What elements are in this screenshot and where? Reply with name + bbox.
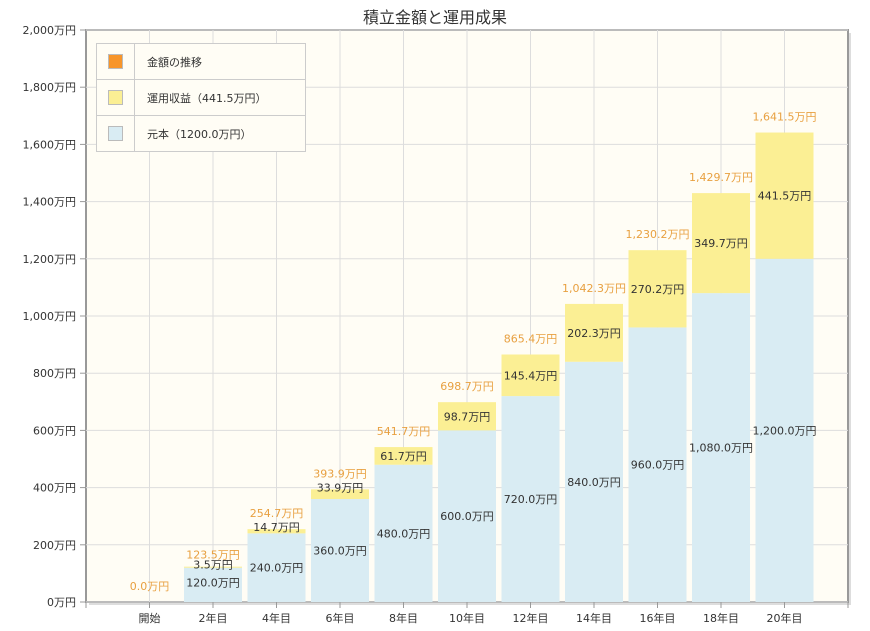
bar-returns bbox=[565, 303, 623, 362]
bar-principal bbox=[438, 430, 496, 602]
y-tick-label: 800万円 bbox=[33, 367, 76, 380]
y-tick-label: 1,400万円 bbox=[23, 196, 77, 209]
legend: 金額の推移 運用収益（441.5万円） 元本（1200.0万円） bbox=[96, 43, 306, 152]
bar-returns bbox=[692, 193, 750, 294]
bar-label-returns: 98.7万円 bbox=[444, 410, 491, 423]
bar-returns bbox=[247, 529, 306, 534]
y-tick-label: 1,000万円 bbox=[23, 310, 77, 323]
x-tick-label: 16年目 bbox=[640, 611, 676, 625]
total-label: 1,641.5万円 bbox=[753, 111, 817, 124]
bar-principal bbox=[565, 361, 623, 602]
bar-label-principal: 480.0万円 bbox=[377, 527, 431, 540]
chart-title: 積立金額と運用成果 bbox=[362, 8, 507, 27]
total-label: 1,042.3万円 bbox=[562, 282, 626, 295]
bar-returns bbox=[374, 447, 433, 465]
bar-returns bbox=[438, 402, 496, 431]
bar-principal bbox=[184, 567, 242, 602]
bar-label-principal: 600.0万円 bbox=[440, 510, 494, 523]
x-tick-label: 6年目 bbox=[326, 611, 355, 625]
x-tick-label: 14年目 bbox=[576, 611, 612, 625]
legend-label: 金額の推移 bbox=[147, 55, 202, 69]
y-tick-label: 0万円 bbox=[47, 596, 76, 609]
legend-label: 元本（1200.0万円） bbox=[147, 127, 252, 141]
legend-item-returns: 運用収益（441.5万円） bbox=[97, 80, 305, 116]
x-tick-label: 18年目 bbox=[703, 611, 739, 625]
bar-label-principal: 1,200.0万円 bbox=[753, 424, 817, 437]
x-tick-label: 4年目 bbox=[262, 611, 291, 625]
legend-swatch-returns bbox=[108, 90, 123, 105]
bar-label-returns: 349.7万円 bbox=[694, 237, 748, 250]
bar-principal bbox=[628, 327, 687, 602]
bar-label-returns: 33.9万円 bbox=[317, 481, 364, 494]
legend-item-principal: 元本（1200.0万円） bbox=[97, 116, 305, 151]
bar-principal bbox=[692, 293, 750, 602]
y-tick-label: 600万円 bbox=[33, 424, 76, 437]
bar-label-principal: 120.0万円 bbox=[186, 577, 240, 590]
bar-label-returns: 270.2万円 bbox=[631, 283, 685, 296]
y-tick-label: 400万円 bbox=[33, 482, 76, 495]
bar-returns bbox=[311, 489, 369, 500]
bar-principal bbox=[755, 258, 814, 602]
total-label: 1,230.2万円 bbox=[626, 228, 690, 241]
x-tick-label: 20年目 bbox=[767, 611, 803, 625]
bar-label-principal: 720.0万円 bbox=[504, 493, 558, 506]
bar-label-returns: 441.5万円 bbox=[758, 190, 812, 203]
total-label: 123.5万円 bbox=[186, 549, 240, 562]
y-tick-label: 2,000万円 bbox=[23, 24, 77, 37]
bar-label-principal: 960.0万円 bbox=[631, 459, 685, 472]
total-label: 865.4万円 bbox=[504, 332, 558, 345]
y-tick-label: 1,200万円 bbox=[23, 253, 77, 266]
bar-returns bbox=[628, 250, 687, 328]
bar-label-returns: 202.3万円 bbox=[567, 327, 621, 340]
x-tick-label: 10年目 bbox=[449, 611, 485, 625]
x-tick-label: 12年目 bbox=[513, 611, 549, 625]
x-tick-label: 2年目 bbox=[199, 611, 228, 625]
bar-principal bbox=[311, 499, 369, 602]
bar-label-returns: 145.4万円 bbox=[504, 369, 558, 382]
total-label: 698.7万円 bbox=[440, 380, 494, 393]
y-tick-label: 1,600万円 bbox=[23, 138, 77, 151]
y-tick-label: 200万円 bbox=[33, 539, 76, 552]
legend-item-totals: 金額の推移 bbox=[97, 44, 305, 80]
total-label: 1,429.7万円 bbox=[689, 171, 753, 184]
bar-principal bbox=[374, 464, 433, 602]
legend-swatch-totals bbox=[108, 54, 123, 69]
bar-returns bbox=[755, 132, 814, 259]
total-label: 541.7万円 bbox=[377, 425, 431, 438]
bar-returns bbox=[501, 354, 560, 397]
bar-label-principal: 840.0万円 bbox=[567, 476, 621, 489]
bar-returns bbox=[184, 566, 242, 568]
bar-label-principal: 1,080.0万円 bbox=[689, 442, 753, 455]
bar-label-principal: 360.0万円 bbox=[313, 545, 367, 558]
total-label: 0.0万円 bbox=[130, 580, 170, 593]
total-label: 393.9万円 bbox=[313, 467, 367, 480]
legend-swatch-principal bbox=[108, 126, 123, 141]
bar-label-returns: 61.7万円 bbox=[380, 450, 427, 463]
bar-principal bbox=[247, 533, 306, 602]
legend-label: 運用収益（441.5万円） bbox=[147, 91, 267, 105]
bar-principal bbox=[501, 396, 560, 602]
x-tick-label: 開始 bbox=[139, 611, 161, 625]
bar-label-principal: 240.0万円 bbox=[250, 562, 304, 575]
bar-label-returns: 3.5万円 bbox=[193, 559, 233, 572]
total-label: 254.7万円 bbox=[250, 507, 304, 520]
bar-label-returns: 14.7万円 bbox=[253, 521, 300, 534]
x-tick-label: 8年目 bbox=[389, 611, 418, 625]
y-tick-label: 1,800万円 bbox=[23, 81, 77, 94]
